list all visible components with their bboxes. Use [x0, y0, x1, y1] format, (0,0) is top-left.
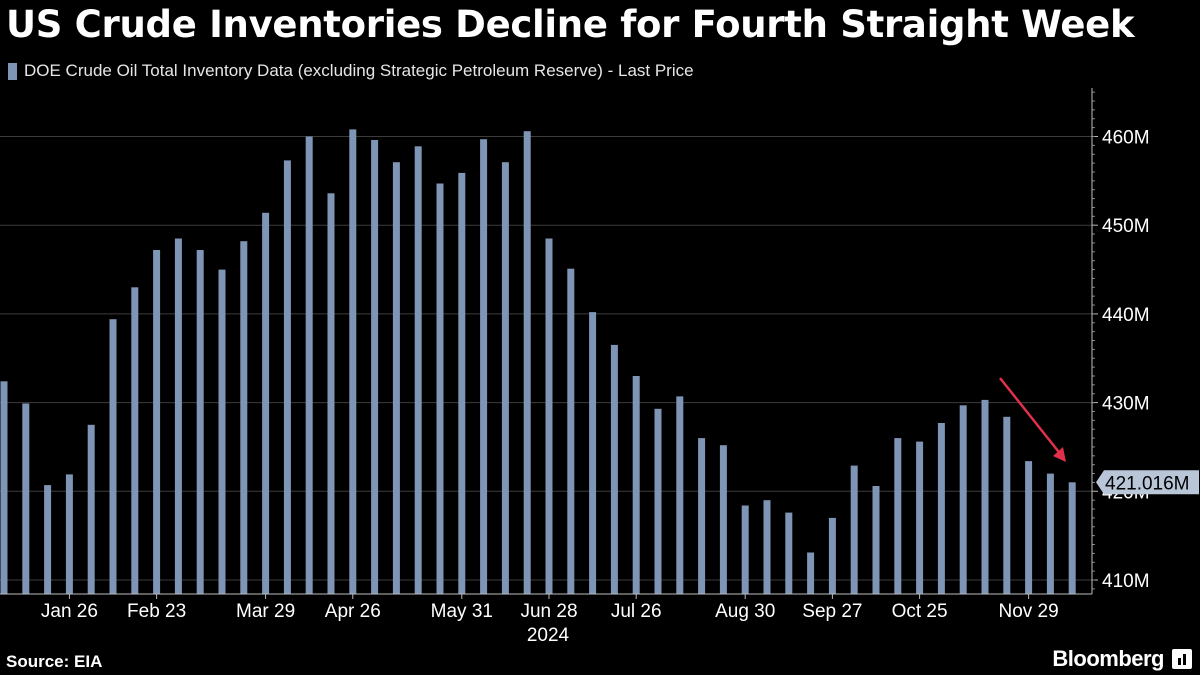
bar: [262, 212, 270, 595]
x-tick-label: Mar 29: [236, 601, 295, 622]
bar: [1046, 473, 1054, 594]
x-tick-label: Aug 30: [715, 601, 775, 622]
chart-title: US Crude Inventories Decline for Fourth …: [6, 3, 1135, 46]
bar: [349, 129, 357, 594]
source-note: Source: EIA: [6, 652, 103, 671]
bar: [807, 552, 815, 594]
bar: [414, 146, 422, 595]
bar: [1025, 461, 1033, 594]
bar: [174, 238, 182, 594]
x-year-label: 2024: [527, 625, 570, 646]
x-tick-label: Nov 29: [998, 601, 1058, 622]
bar: [545, 238, 553, 594]
bar: [610, 344, 618, 594]
y-tick-label: 430M: [1102, 394, 1150, 415]
last-value-label: 421.016M: [1105, 473, 1190, 494]
bar: [65, 474, 73, 594]
bar: [850, 465, 858, 594]
trend-arrowhead: [1053, 447, 1066, 462]
last-value-callout: [1096, 470, 1199, 495]
bar: [436, 183, 444, 594]
bars: [0, 129, 1076, 595]
bar: [763, 500, 771, 594]
annotation-layer: 421.016M: [999, 377, 1199, 495]
bar: [22, 403, 30, 594]
bar: [785, 512, 793, 594]
bar: [719, 445, 727, 594]
x-tick-label: Jun 28: [520, 601, 577, 622]
x-tick-label: Feb 23: [127, 601, 186, 622]
bar: [392, 162, 400, 594]
y-tick-label: 450M: [1102, 216, 1150, 237]
y-tick-label: 410M: [1102, 571, 1150, 592]
bar: [828, 517, 836, 594]
bar: [0, 381, 8, 594]
bar: [676, 396, 684, 594]
bar: [480, 139, 488, 594]
trend-arrow: [999, 377, 1063, 457]
bloomberg-logo: Bloomberg: [1052, 646, 1192, 672]
bar: [589, 312, 597, 594]
bar: [283, 160, 291, 594]
brand-name: Bloomberg: [1052, 646, 1164, 671]
bar: [937, 423, 945, 594]
bar: [131, 287, 139, 594]
bar: [44, 485, 52, 594]
bar: [894, 438, 902, 594]
legend-label: DOE Crude Oil Total Inventory Data (excl…: [24, 61, 694, 80]
bar: [501, 162, 509, 594]
bar: [698, 438, 706, 594]
bar: [87, 424, 95, 594]
y-tick-label: 460M: [1102, 128, 1150, 149]
bloomberg-mark-icon: [1172, 649, 1192, 669]
legend-swatch: [8, 62, 17, 80]
bar: [523, 131, 531, 594]
bar: [458, 172, 466, 594]
bar: [1068, 482, 1076, 594]
y-tick-label: 440M: [1102, 305, 1150, 326]
x-tick-label: Apr 26: [325, 601, 381, 622]
bar: [196, 250, 204, 594]
x-tick-label: Oct 25: [892, 601, 948, 622]
bar: [981, 399, 989, 594]
bar: [371, 140, 379, 594]
bar: [654, 408, 662, 594]
bar: [240, 241, 248, 594]
x-tick-label: May 31: [431, 601, 493, 622]
bar: [959, 405, 967, 594]
bar: [1003, 416, 1011, 594]
bar: [218, 269, 226, 594]
x-tick-label: Sep 27: [802, 601, 862, 622]
legend: DOE Crude Oil Total Inventory Data (excl…: [8, 60, 694, 82]
bar: [741, 505, 749, 594]
bar: [567, 268, 575, 594]
bar: [632, 376, 640, 594]
x-tick-label: Jul 26: [611, 601, 662, 622]
bar: [327, 193, 335, 595]
bar: [153, 250, 161, 594]
bar: [109, 319, 117, 594]
bar: [305, 136, 313, 594]
bar: [872, 486, 880, 594]
bar: [916, 441, 924, 594]
x-tick-label: Jan 26: [41, 601, 98, 622]
